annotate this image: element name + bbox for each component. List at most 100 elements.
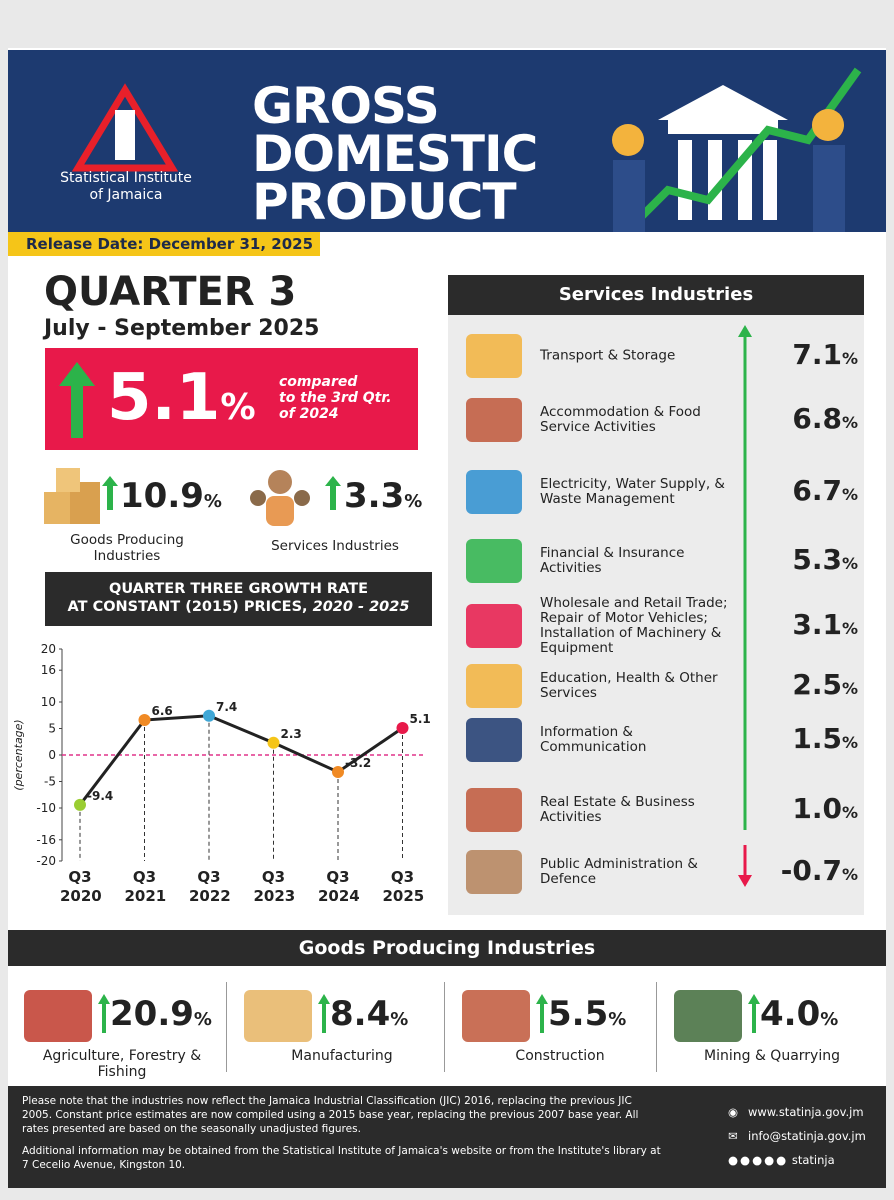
building	[668, 120, 778, 134]
industry-icon	[466, 334, 522, 378]
data-label: 6.6	[152, 704, 173, 718]
summary-value: 10.9%	[120, 476, 222, 516]
value: 5.3	[792, 543, 842, 576]
arrow	[98, 994, 110, 1004]
industry-name: Transport & Storage	[540, 347, 676, 364]
up-arrow	[59, 362, 95, 438]
quarter-title: QUARTER 3	[44, 269, 297, 315]
line-chart: (percentage) 20 16 10 5 0 -5 -10 -16 -20 -9.4 6.6 7…	[12, 642, 431, 868]
box-icon	[44, 492, 70, 524]
point	[138, 714, 151, 727]
industry-value: 5.3%	[748, 543, 858, 576]
title-line: DOMESTIC	[252, 125, 538, 183]
industry-value: 2.5%	[748, 668, 858, 701]
chart-subtitle: AT CONSTANT (2015) PRICES,	[67, 599, 308, 615]
unit: %	[841, 619, 858, 638]
y-tick-label: 5	[48, 722, 56, 736]
value: 5.1	[107, 361, 221, 435]
x-tick-label: Q3 2024	[318, 868, 360, 905]
unit: %	[390, 1009, 409, 1030]
divider	[656, 982, 657, 1072]
industry-icon	[466, 664, 522, 708]
industry-name: Public Administration & Defence	[540, 856, 698, 887]
industry-value: 6.8%	[748, 402, 858, 435]
contact[interactable]: ◉ www.statinja.gov.jm	[728, 1105, 864, 1119]
industry-name: Education, Health & Other Services	[540, 670, 718, 701]
person	[812, 109, 844, 141]
value: 5.5	[548, 994, 609, 1034]
value: -0.7	[780, 854, 842, 887]
industry-icon	[466, 539, 522, 583]
person	[613, 160, 645, 232]
unit: %	[841, 733, 858, 752]
goods-name: Agriculture, Forestry & Fishing	[42, 1048, 202, 1080]
footer	[8, 1086, 886, 1188]
industry-value: 7.1%	[748, 338, 858, 371]
value: 4.0	[760, 994, 821, 1034]
name-line: Industries	[93, 548, 161, 564]
x-tick-label: Q3 2023	[253, 868, 296, 905]
email[interactable]: info@statinja.gov.jm	[748, 1129, 866, 1143]
unit: %	[841, 554, 858, 573]
arrow	[318, 994, 330, 1004]
industry-icon	[466, 788, 522, 832]
contact[interactable]: ●●●●● statinja	[728, 1153, 835, 1167]
y-tick-label: -10	[36, 801, 56, 815]
data-label: 2.3	[281, 727, 302, 741]
industry-icon	[466, 850, 522, 894]
summary-name: Services Industries	[271, 538, 399, 554]
industry-name: Wholesale and Retail Trade; Repair of Mo…	[540, 595, 728, 656]
headline-value: 5.1%	[107, 360, 256, 446]
arrow	[748, 994, 760, 1004]
goods-value: 5.5%	[548, 994, 626, 1034]
people-icon	[250, 490, 266, 506]
goods-value: 20.9%	[110, 994, 212, 1034]
box-icon	[56, 468, 80, 492]
value: 1.5	[792, 722, 842, 755]
industry-icon	[466, 604, 522, 648]
summary-value: 3.3%	[344, 476, 422, 516]
website[interactable]: www.statinja.gov.jm	[748, 1105, 864, 1119]
release-date: Release Date: December 31, 2025	[8, 232, 320, 256]
arrow	[325, 476, 341, 510]
footer-notes: Please note that the industries now refl…	[22, 1094, 662, 1172]
industry-value: 3.1%	[748, 608, 858, 641]
arrow	[752, 1003, 756, 1033]
value: 3.1	[792, 608, 842, 641]
value: 10.9	[120, 476, 204, 516]
industry-icon	[466, 718, 522, 762]
chart-title-box: QUARTER THREE GROWTH RATE AT CONSTANT (2…	[45, 572, 432, 626]
x-tick-label: Q3 2025	[382, 868, 425, 905]
unit: %	[841, 349, 858, 368]
social[interactable]: statinja	[791, 1153, 835, 1167]
unit: %	[841, 865, 858, 884]
goods-title: Goods Producing Industries	[8, 930, 886, 966]
logo	[71, 83, 179, 172]
y-axis-label: (percentage)	[12, 719, 25, 790]
building	[678, 140, 692, 220]
point	[74, 798, 86, 811]
people-icon	[268, 470, 292, 494]
goods-value: 4.0%	[760, 994, 838, 1034]
industry-icon	[466, 470, 522, 514]
value: 6.7	[792, 474, 842, 507]
industry-icon	[466, 398, 522, 442]
unit: %	[193, 1009, 212, 1030]
org-line: Statistical Institute	[60, 170, 192, 186]
contact[interactable]: ✉ info@statinja.gov.jm	[728, 1129, 866, 1143]
arrowhead	[738, 875, 752, 887]
unit: %	[404, 491, 423, 512]
name-line: Goods Producing	[70, 532, 184, 548]
org-name: Statistical Institute of Jamaica	[56, 170, 196, 204]
goods-name: Mining & Quarrying	[704, 1048, 840, 1064]
goods-icon	[24, 990, 92, 1042]
value: 2.5	[792, 668, 842, 701]
headline-caption: compared to the 3rd Qtr. of 2024	[279, 374, 392, 422]
x-tick-label: Q3 2021	[124, 868, 167, 905]
unit: %	[220, 387, 256, 428]
contacts: ◉ www.statinja.gov.jm ✉ info@statinja.gov.…	[728, 1100, 866, 1172]
industry-name: Real Estate & Business Activities	[540, 794, 695, 825]
header-art	[71, 67, 862, 232]
headline-box: 5.1% compared to the 3rd Qtr. of 2024	[45, 348, 418, 450]
data-label: 7.4	[216, 700, 237, 714]
